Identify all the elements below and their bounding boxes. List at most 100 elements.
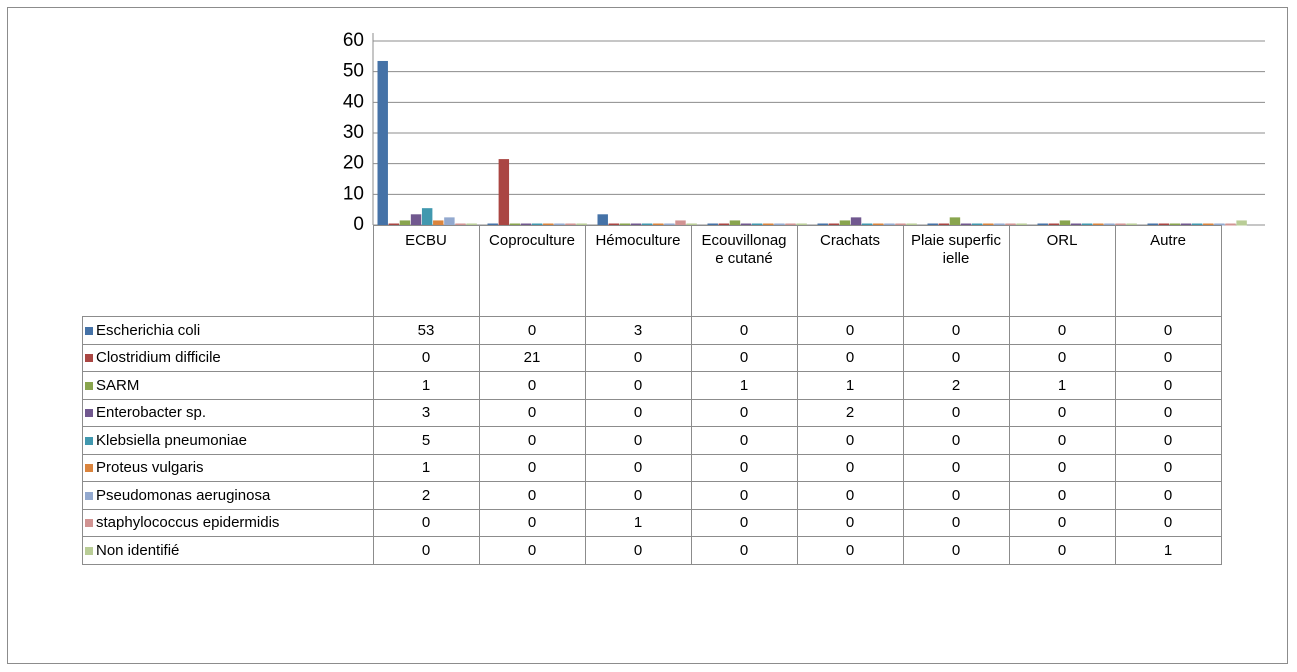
value-cell: 0	[478, 316, 586, 345]
category-label: Plaie superficielle	[902, 225, 1010, 317]
value-cell: 0	[690, 453, 798, 482]
series-row: SARM 1 0 0 1 1 2 1 0	[82, 371, 1222, 400]
value-cell: 0	[796, 508, 904, 537]
legend-label: Non identifié	[96, 541, 180, 559]
value-cell: 0	[690, 398, 798, 427]
legend-label: Pseudomonas aeruginosa	[96, 486, 271, 504]
legend-cell: Non identifié	[82, 536, 374, 565]
value-cell: 0	[902, 481, 1010, 510]
value-cell: 2	[902, 371, 1010, 400]
value-cell: 0	[796, 481, 904, 510]
value-cell: 0	[584, 398, 692, 427]
category-label: Hémoculture	[584, 225, 692, 317]
value-cell: 0	[902, 398, 1010, 427]
value-cell: 0	[796, 426, 904, 455]
value-cell: 0	[372, 536, 480, 565]
blank-cell	[82, 225, 374, 317]
value-cell: 1	[690, 371, 798, 400]
value-cell: 0	[690, 508, 798, 537]
value-cell: 0	[902, 453, 1010, 482]
series-row: Enterobacter sp. 3 0 0 0 2 0 0 0	[82, 398, 1222, 427]
legend-label: SARM	[96, 376, 140, 394]
value-cell: 0	[372, 343, 480, 372]
y-tick-label: 40	[343, 91, 364, 112]
value-cell: 0	[796, 343, 904, 372]
chart-frame	[7, 7, 1288, 664]
legend-key	[85, 464, 93, 473]
value-cell: 0	[1008, 426, 1116, 455]
value-cell: 1	[1008, 371, 1116, 400]
value-cell: 0	[478, 481, 586, 510]
value-cell: 0	[478, 453, 586, 482]
legend-label: Escherichia coli	[96, 321, 201, 339]
category-label: Crachats	[796, 225, 904, 317]
value-cell: 21	[478, 343, 586, 372]
category-label: Autre	[1114, 225, 1222, 317]
legend-cell: Klebsiella pneumoniae	[82, 426, 374, 455]
value-cell: 0	[1008, 481, 1116, 510]
value-cell: 0	[1114, 316, 1222, 345]
value-cell: 0	[902, 316, 1010, 345]
legend-cell: SARM	[82, 371, 374, 400]
bar	[498, 159, 510, 226]
bar	[850, 217, 862, 226]
value-cell: 0	[478, 426, 586, 455]
category-label: Coproculture	[478, 225, 586, 317]
value-cell: 0	[690, 536, 798, 565]
value-cell: 0	[584, 371, 692, 400]
series-row: Pseudomonas aeruginosa 2 0 0 0 0 0 0 0	[82, 481, 1222, 510]
value-cell: 0	[1114, 398, 1222, 427]
value-cell: 0	[584, 536, 692, 565]
value-cell: 0	[1114, 508, 1222, 537]
series-row: staphylococcus epidermidis 0 0 1 0 0 0 0 0	[82, 508, 1222, 537]
value-cell: 0	[478, 398, 586, 427]
value-cell: 0	[478, 536, 586, 565]
value-cell: 3	[372, 398, 480, 427]
category-label: ECBU	[372, 225, 480, 317]
value-cell: 5	[372, 426, 480, 455]
value-cell: 1	[584, 508, 692, 537]
y-tick-label: 10	[343, 183, 364, 204]
legend-key	[85, 326, 93, 335]
series-row: Clostridium difficile 0 21 0 0 0 0 0 0	[82, 343, 1222, 372]
value-cell: 2	[372, 481, 480, 510]
legend-key	[85, 381, 93, 390]
legend-label: Proteus vulgaris	[96, 459, 204, 477]
value-cell: 0	[796, 536, 904, 565]
bar	[949, 217, 961, 226]
bar	[377, 60, 388, 226]
y-tick-label: 30	[343, 122, 364, 143]
value-cell: 0	[1008, 398, 1116, 427]
y-tick-label: 20	[343, 153, 364, 174]
value-cell: 3	[584, 316, 692, 345]
series-row: Klebsiella pneumoniae 5 0 0 0 0 0 0 0	[82, 426, 1222, 455]
value-cell: 0	[902, 536, 1010, 565]
legend-key	[85, 519, 93, 528]
value-cell: 0	[372, 508, 480, 537]
legend-cell: Clostridium difficile	[82, 343, 374, 372]
legend-cell: staphylococcus epidermidis	[82, 508, 374, 537]
value-cell: 0	[690, 481, 798, 510]
value-cell: 0	[1114, 481, 1222, 510]
value-cell: 0	[902, 508, 1010, 537]
series-row: Proteus vulgaris 1 0 0 0 0 0 0 0	[82, 453, 1222, 482]
legend-key	[85, 491, 93, 500]
bar	[597, 214, 608, 226]
bar	[444, 217, 455, 226]
value-cell: 0	[478, 371, 586, 400]
value-cell: 0	[1008, 508, 1116, 537]
bar	[1236, 220, 1247, 226]
y-tick-label: 60	[343, 30, 364, 51]
legend-cell: Pseudomonas aeruginosa	[82, 481, 374, 510]
value-cell: 0	[690, 343, 798, 372]
value-cell: 0	[584, 426, 692, 455]
value-cell: 0	[584, 481, 692, 510]
value-cell: 0	[690, 316, 798, 345]
value-cell: 0	[478, 508, 586, 537]
legend-cell: Escherichia coli	[82, 316, 374, 345]
value-cell: 53	[372, 316, 480, 345]
category-label: ORL	[1008, 225, 1116, 317]
value-cell: 0	[1114, 426, 1222, 455]
value-cell: 0	[1008, 536, 1116, 565]
